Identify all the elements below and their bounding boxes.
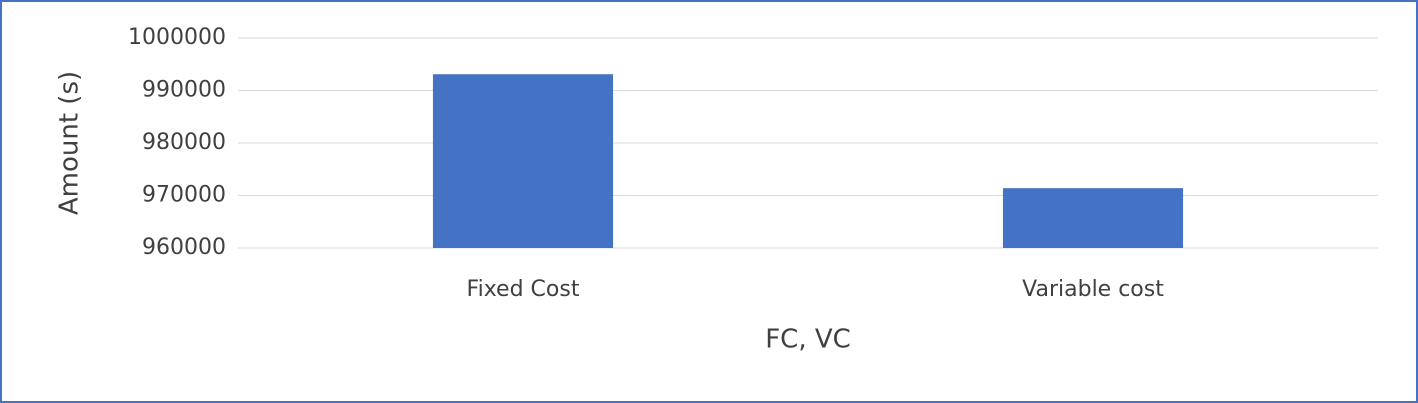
x-tick-label: Fixed Cost (467, 277, 580, 302)
y-tick-label: 960000 (142, 235, 226, 260)
y-axis-title: Amount (s) (55, 71, 85, 215)
y-tick-label: 1000000 (128, 25, 226, 50)
bar (432, 74, 614, 248)
x-tick-label: Variable cost (1022, 277, 1164, 302)
x-axis-title: FC, VC (765, 325, 851, 355)
y-tick-label: 990000 (142, 78, 226, 103)
y-tick-label: 970000 (142, 183, 226, 208)
bar (1002, 188, 1184, 248)
y-tick-label: 980000 (142, 130, 226, 155)
